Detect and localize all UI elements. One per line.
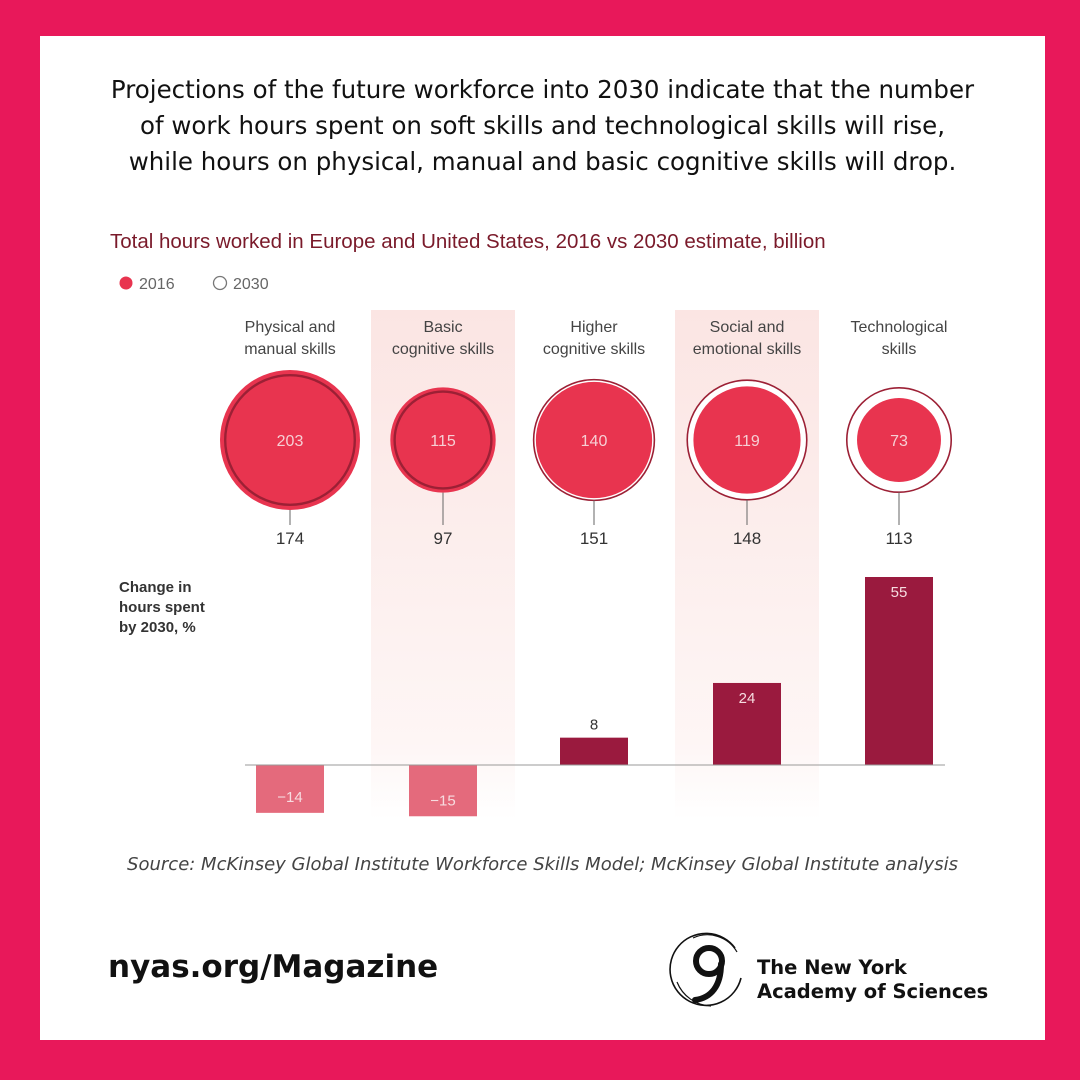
bubble-value-2016: 115: [430, 433, 456, 450]
bubble-value-2030: 97: [434, 529, 453, 548]
bubble-2030: [393, 390, 493, 490]
skills-hours-chart: Total hours worked in Europe and United …: [110, 230, 953, 820]
nyas-logo-icon: [669, 932, 742, 1007]
intro-line: of work hours spent on soft skills and t…: [139, 111, 946, 140]
bubble-value-2030: 113: [885, 529, 912, 548]
change-axis-label-line: hours spent: [119, 599, 205, 616]
category-label-line: Physical and: [245, 319, 336, 336]
bubble-2016: [220, 370, 360, 510]
change-value: −14: [277, 789, 302, 806]
bubble-2030: [223, 373, 357, 507]
bubble-value-2030: 148: [733, 529, 761, 548]
change-bar: [560, 737, 628, 765]
intro-line: while hours on physical, manual and basi…: [128, 147, 957, 176]
category-label-line: Social and: [710, 319, 785, 336]
skill-column: Basic cognitive skills 115 97 −15: [390, 319, 496, 817]
category-label-line: cognitive skills: [543, 341, 645, 358]
bubble-value-2016: 203: [277, 433, 304, 450]
skill-column: Physical and manual skills 203 174 −14: [220, 319, 360, 813]
category-label-line: emotional skills: [693, 341, 801, 358]
chart-title: Total hours worked in Europe and United …: [110, 230, 826, 253]
category-label: Basic cognitive skills: [392, 319, 494, 358]
category-label-line: Basic: [423, 319, 462, 336]
category-label: Physical and manual skills: [244, 319, 336, 358]
change-value: 8: [590, 717, 598, 734]
bubble-value-2016: 73: [890, 433, 908, 450]
intro-line: Projections of the future workforce into…: [110, 75, 975, 104]
magazine-url[interactable]: nyas.org/Magazine: [108, 949, 439, 985]
skill-column: Higher cognitive skills 140 151 8: [532, 319, 656, 765]
skill-column: Social and emotional skills 119 148 24: [686, 319, 808, 765]
bubble-2016: [535, 381, 653, 499]
skill-column: Technological skills 73 113 55: [845, 319, 953, 765]
bubble-value-2016: 119: [734, 433, 760, 450]
nyas-logo: The New York Academy of Sciences: [669, 926, 988, 1008]
change-value: −15: [430, 792, 455, 809]
source-note: Source: McKinsey Global Institute Workfo…: [127, 854, 958, 875]
category-label-line: Technological: [851, 319, 948, 336]
category-label-line: cognitive skills: [392, 341, 494, 358]
legend-label-2030: 2030: [233, 276, 269, 293]
bubble-2016: [390, 387, 496, 493]
change-bar: [409, 765, 477, 817]
category-label-line: Higher: [570, 319, 618, 336]
change-axis-label-line: by 2030, %: [119, 619, 196, 636]
category-label: Social and emotional skills: [693, 319, 801, 358]
category-label-line: skills: [882, 341, 917, 358]
change-value: 24: [739, 690, 756, 707]
legend-marker-2016: [119, 276, 133, 290]
bubble-2016: [857, 398, 941, 482]
nyas-logo-line: The New York: [757, 956, 907, 979]
category-label: Technological skills: [851, 319, 948, 358]
skill-columns: Physical and manual skills 203 174 −14 Basic c…: [220, 319, 953, 817]
nyas-logo-line: Academy of Sciences: [757, 980, 989, 1003]
nyas-logo-text: The New York Academy of Sciences: [757, 956, 988, 1004]
bubble-value-2016: 140: [581, 433, 608, 450]
change-bar: [865, 577, 933, 765]
bubble-value-2030: 174: [276, 529, 304, 548]
category-label-line: manual skills: [244, 341, 336, 358]
change-value: 55: [891, 584, 908, 601]
legend-label-2016: 2016: [139, 276, 175, 293]
change-bar: [256, 765, 324, 813]
legend-marker-2030: [212, 275, 228, 291]
card: Projections of the future workforce into…: [40, 36, 1045, 1040]
column-band: [371, 310, 515, 820]
intro-text: Projections of the future workforce into…: [40, 72, 1045, 180]
bubble-value-2030: 151: [580, 529, 608, 548]
change-axis-label: Change in hours spent by 2030, %: [119, 579, 209, 636]
category-label: Higher cognitive skills: [543, 319, 645, 358]
chart-legend: 2016 2030: [119, 275, 269, 293]
change-bar: [713, 682, 781, 765]
change-axis-label-line: Change in: [119, 579, 192, 596]
bubble-2016: [693, 386, 801, 494]
